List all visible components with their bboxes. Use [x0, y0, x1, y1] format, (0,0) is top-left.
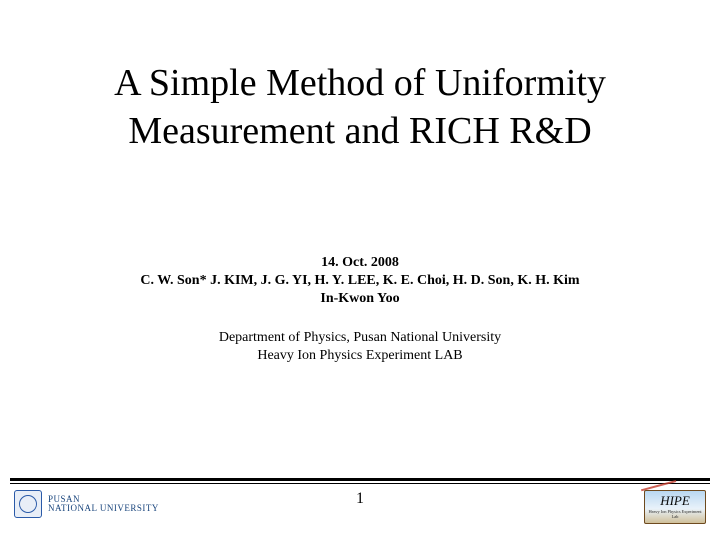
presentation-date: 14. Oct. 2008: [0, 255, 720, 271]
footer: 1 PUSAN NATIONAL UNIVERSITY HIPE Heavy I…: [0, 478, 720, 540]
university-name-line-2: NATIONAL UNIVERSITY: [48, 504, 159, 513]
title-line-2: Measurement and RICH R&D: [0, 108, 720, 156]
slide-title: A Simple Method of Uniformity Measuremen…: [0, 60, 720, 155]
university-logo: PUSAN NATIONAL UNIVERSITY: [14, 490, 159, 518]
lab-logo-sub: Heavy Ion Physics Experiment Lab: [645, 509, 705, 519]
footer-rule-thick: [10, 478, 710, 481]
title-line-1: A Simple Method of Uniformity: [0, 60, 720, 108]
footer-rule-thin: [10, 483, 710, 484]
authors-line-1: C. W. Son* J. KIM, J. G. YI, H. Y. LEE, …: [0, 273, 720, 289]
authors-line-2: In-Kwon Yoo: [0, 291, 720, 307]
slide: A Simple Method of Uniformity Measuremen…: [0, 0, 720, 540]
lab-logo-main: HIPE: [645, 492, 705, 510]
lab-name: Heavy Ion Physics Experiment LAB: [0, 348, 720, 364]
university-name: PUSAN NATIONAL UNIVERSITY: [48, 495, 159, 514]
lab-logo: HIPE Heavy Ion Physics Experiment Lab: [644, 490, 706, 524]
department: Department of Physics, Pusan National Un…: [0, 330, 720, 346]
university-seal-icon: [14, 490, 42, 518]
